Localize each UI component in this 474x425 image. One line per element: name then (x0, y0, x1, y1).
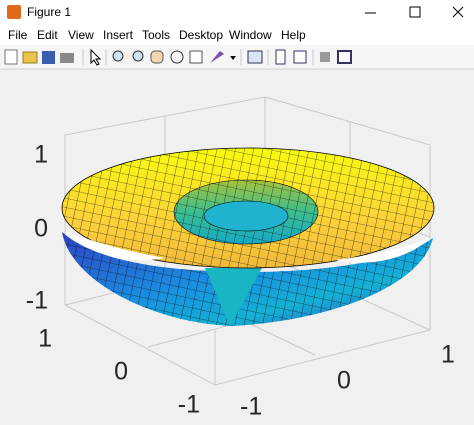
new-icon[interactable] (4, 49, 18, 65)
z-tick-label: -1 (26, 287, 48, 315)
menu-bar (0, 25, 474, 45)
surface-inner-fold (205, 268, 262, 326)
x-tick-label: -1 (240, 393, 262, 421)
toolbar (0, 45, 474, 69)
window-title: Figure 1 (27, 5, 71, 19)
menu-item[interactable]: File (8, 28, 28, 42)
show-tools-icon[interactable] (337, 50, 352, 64)
link-icon[interactable] (247, 50, 263, 64)
menu-item[interactable]: Window (229, 28, 272, 42)
hide-tools-icon[interactable] (320, 52, 330, 62)
surface-gap-left (66, 232, 165, 261)
menu-item[interactable]: Desktop (179, 28, 223, 42)
save-icon[interactable] (42, 51, 55, 64)
colorbar-icon[interactable] (275, 49, 286, 65)
datacursor-icon[interactable] (189, 50, 203, 64)
open-icon[interactable] (22, 51, 38, 64)
y-tick-label: -1 (178, 391, 200, 419)
z-tick-label: 0 (34, 215, 48, 243)
y-tick-label: 1 (38, 325, 52, 353)
menu-item[interactable]: Help (281, 28, 306, 42)
x-tick-label: 0 (337, 367, 351, 395)
surface-gap-right (335, 238, 430, 263)
z-tick-label: 1 (34, 141, 48, 169)
app-icon (7, 5, 21, 19)
y-tick-label: 0 (114, 358, 128, 386)
x-tick-label: 1 (441, 341, 455, 369)
zoom-in-icon[interactable] (112, 50, 124, 62)
pan-icon[interactable] (150, 50, 164, 64)
menu-item[interactable]: Edit (37, 28, 58, 42)
torus-surface (61, 147, 435, 326)
legend-icon[interactable] (293, 50, 307, 64)
rotate-icon[interactable] (170, 50, 184, 64)
title-bar (0, 0, 474, 25)
maximize-button[interactable] (409, 6, 421, 18)
menu-item[interactable]: Tools (142, 28, 170, 42)
toolbar-icons (4, 48, 352, 66)
dropdown-arrow[interactable] (230, 56, 236, 60)
menu-item[interactable]: Insert (103, 28, 134, 42)
pointer-icon[interactable] (90, 48, 102, 66)
close-button[interactable] (452, 6, 464, 18)
zoom-out-icon[interactable] (132, 50, 144, 62)
surface-hole-inner (203, 200, 289, 232)
menu-item[interactable]: View (68, 28, 94, 42)
brush-icon[interactable] (210, 51, 224, 63)
print-icon[interactable] (60, 53, 74, 63)
